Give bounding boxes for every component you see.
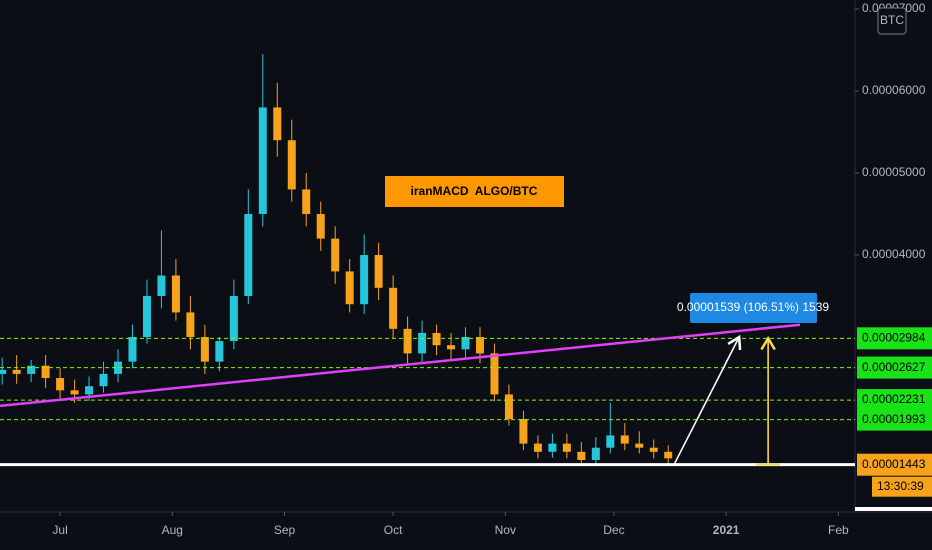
candle-body xyxy=(99,373,108,387)
candle-body xyxy=(548,443,557,452)
candle-body xyxy=(316,214,325,239)
currency-badge xyxy=(877,7,907,35)
currency-label: BTC xyxy=(880,13,904,27)
level-label: 0.00002231 xyxy=(862,392,926,406)
candle-body xyxy=(229,296,238,342)
candle-body xyxy=(114,361,123,374)
projection-label-box xyxy=(690,293,817,323)
candle-body xyxy=(41,365,50,379)
candle-body xyxy=(447,345,456,350)
chart-title: iranMACD ALGO/BTC xyxy=(411,184,538,198)
x-tick-label: Oct xyxy=(384,523,403,537)
level-label: 0.00001443 xyxy=(862,457,926,471)
countdown: 13:30:39 xyxy=(877,479,924,493)
candle-body xyxy=(475,337,484,354)
x-tick-label: Jul xyxy=(52,523,67,537)
candle-body xyxy=(171,275,180,313)
candle-body xyxy=(258,107,267,215)
candle-body xyxy=(56,378,65,391)
candle-body xyxy=(273,107,282,141)
candle-body xyxy=(186,312,195,338)
x-tick-label: Aug xyxy=(162,523,183,537)
candle-body xyxy=(418,332,427,354)
candle-body xyxy=(389,287,398,329)
candle-body xyxy=(142,296,151,338)
candle-body xyxy=(504,394,513,420)
candle-body xyxy=(244,214,253,297)
level-label-box xyxy=(857,356,932,379)
level-label: 0.00002627 xyxy=(862,360,926,374)
candle-body xyxy=(331,238,340,272)
candle-body xyxy=(620,435,629,444)
level-label: 0.00002984 xyxy=(862,330,926,344)
candle-body xyxy=(606,435,615,448)
candle-body xyxy=(157,275,166,297)
x-tick-label: Feb xyxy=(828,523,849,537)
y-tick-label: 0.00005000 xyxy=(862,165,926,179)
arrow-head xyxy=(760,335,776,351)
candle-body xyxy=(403,328,412,354)
x-tick-label: 2021 xyxy=(713,523,740,537)
title-box xyxy=(385,176,564,207)
y-tick-label: 0.00004000 xyxy=(862,247,926,261)
candle-body xyxy=(345,271,354,305)
level-label-box xyxy=(857,389,932,412)
candle-body xyxy=(360,255,369,305)
candle-body xyxy=(12,369,21,374)
candle-body xyxy=(533,443,542,452)
candle-body xyxy=(519,419,528,444)
candle-body xyxy=(302,189,311,215)
candle-body xyxy=(128,337,137,362)
x-tick-label: Sep xyxy=(274,523,296,537)
candle-body xyxy=(562,443,571,452)
countdown-box xyxy=(872,476,932,497)
candle-body xyxy=(635,443,644,448)
candle-body xyxy=(577,451,586,461)
level-label-box xyxy=(857,408,932,431)
candle-body xyxy=(664,451,673,459)
level-label: 0.00001993 xyxy=(862,412,926,426)
candle-body xyxy=(432,332,441,346)
level-label-box xyxy=(857,327,932,350)
candle-body xyxy=(215,341,224,362)
candle-body xyxy=(85,386,94,395)
candle-body xyxy=(287,140,296,190)
arrow-head xyxy=(727,334,742,351)
axis-separator xyxy=(855,507,932,511)
candle-body xyxy=(461,337,470,350)
candle-body xyxy=(649,447,658,452)
projection-label: 0.00001539 (106.51%) 1539 xyxy=(677,300,829,314)
level-label-box xyxy=(857,453,932,476)
candle-body xyxy=(374,255,383,288)
candle-body xyxy=(490,353,499,395)
trendline xyxy=(0,323,801,408)
x-tick-label: Nov xyxy=(495,523,516,537)
y-tick-label: 0.00006000 xyxy=(862,83,926,97)
x-tick-label: Dec xyxy=(603,523,624,537)
candle-body xyxy=(27,365,36,374)
arrow-shaft xyxy=(673,336,740,466)
candle-body xyxy=(0,369,7,374)
candle-body xyxy=(591,447,600,461)
candle-body xyxy=(70,390,79,395)
candle-body xyxy=(200,337,209,362)
